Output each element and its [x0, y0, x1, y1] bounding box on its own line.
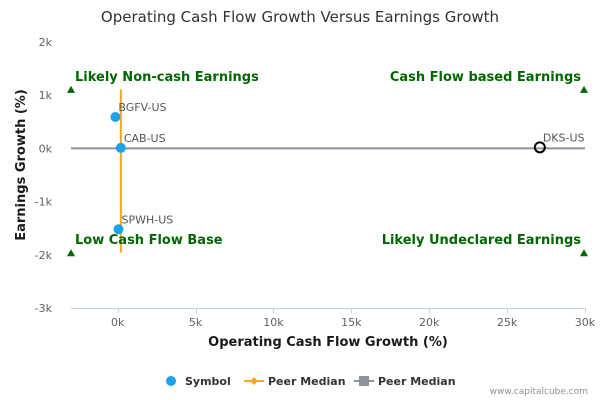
data-point-spwh-us — [113, 224, 124, 235]
legend-item-symbol[interactable]: Symbol — [166, 375, 231, 388]
legend-item-peer-median-y[interactable]: Peer Median — [354, 375, 456, 388]
legend-symbol-label: Symbol — [185, 375, 231, 388]
x-tick-label-2: 10k — [263, 316, 284, 329]
data-point-bgfv-us — [110, 112, 121, 123]
quadrant-label-bottom-left: Low Cash Flow Base — [75, 233, 223, 248]
legend-peer-x-diamond — [250, 377, 258, 385]
quadrant-marker-top-right — [580, 85, 588, 93]
x-tick-label-3: 15k — [341, 316, 362, 329]
legend-peer-y-square — [359, 376, 369, 386]
y-tick-label-1: 1k — [39, 89, 53, 102]
quadrant-label-bottom-right: Likely Undeclared Earnings — [382, 233, 582, 248]
y-axis-title: Earnings Growth (%) — [14, 89, 29, 241]
legend-item-peer-median-x[interactable]: Peer Median — [244, 375, 346, 388]
quadrant-label-top-left: Likely Non-cash Earnings — [75, 70, 259, 85]
data-point-dks-us — [533, 141, 546, 154]
data-points: BGFV-US CAB-US SPWH-US DKS-US — [110, 101, 585, 235]
x-axis-title: Operating Cash Flow Growth (%) — [208, 335, 448, 350]
y-tick-label-5: -3k — [35, 302, 53, 315]
credit-text[interactable]: www.capitalcube.com — [490, 387, 588, 397]
y-tick-label-2: 0k — [39, 142, 53, 155]
x-tick-label-6: 30k — [575, 316, 596, 329]
data-label-spwh-us: SPWH-US — [122, 213, 174, 226]
x-tick-label-5: 25k — [497, 316, 518, 329]
quadrant-labels: Likely Non-cash Earnings Cash Flow based … — [67, 70, 588, 257]
quadrant-marker-bottom-right — [580, 249, 588, 257]
axes — [71, 308, 586, 313]
chart-title: Operating Cash Flow Growth Versus Earnin… — [101, 8, 499, 26]
data-label-bgfv-us: BGFV-US — [118, 101, 166, 114]
tick-labels: 0k 5k 10k 15k 20k 25k 30k 2k 1k 0k -1k -2k -3k — [35, 36, 596, 329]
x-tick-label-0: 0k — [111, 316, 125, 329]
legend-peer-y-label: Peer Median — [378, 375, 456, 388]
quadrant-label-top-right: Cash Flow based Earnings — [390, 70, 581, 85]
data-label-dks-us: DKS-US — [543, 131, 585, 144]
y-tick-label-0: 2k — [39, 36, 53, 49]
x-tick-label-1: 5k — [189, 316, 203, 329]
data-label-cab-us: CAB-US — [124, 132, 166, 145]
quadrant-marker-top-left — [67, 85, 75, 93]
data-point-cab-us — [115, 142, 126, 153]
y-tick-label-4: -2k — [35, 249, 53, 262]
x-tick-label-4: 20k — [419, 316, 440, 329]
y-tick-label-3: -1k — [35, 196, 53, 209]
legend-peer-x-label: Peer Median — [268, 375, 346, 388]
quadrant-marker-bottom-left — [67, 249, 75, 257]
legend-symbol-marker — [166, 376, 176, 386]
legend: Symbol Peer Median Peer Median — [166, 375, 456, 388]
